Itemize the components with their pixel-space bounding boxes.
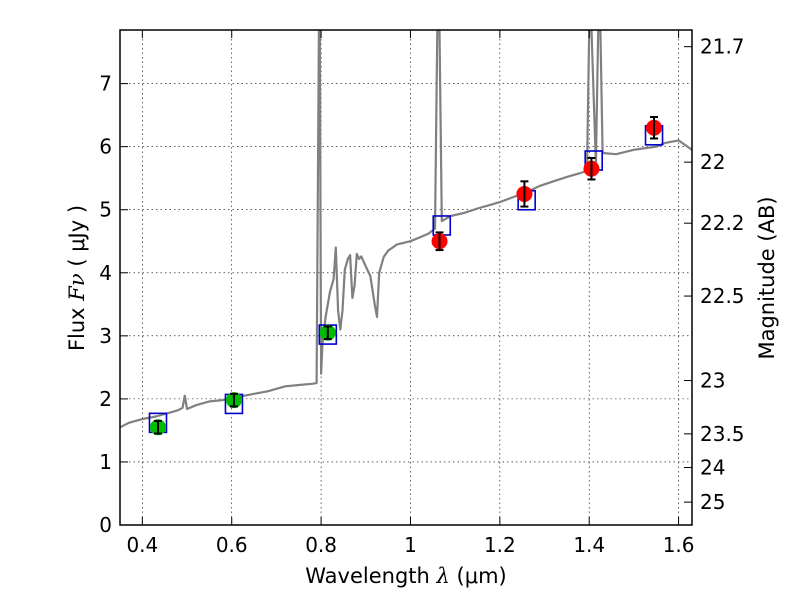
plot-frame <box>119 29 693 526</box>
right-tick-label: 23 <box>700 369 725 393</box>
right-tick-label: 23.5 <box>700 422 745 446</box>
right-tick-label: 21.7 <box>700 35 745 59</box>
right-axis-title: Magnitude (AB) <box>755 196 779 359</box>
y-tick-label: 0 <box>99 513 112 537</box>
y-tick-label: 1 <box>99 450 112 474</box>
axis-ticks: 0.4 0.6 0.8 1 1.2 1.4 1.60123456721.72222.222.… <box>99 30 745 557</box>
x-tick-label: 0.8 <box>305 533 337 557</box>
y-tick-label: 2 <box>99 387 112 411</box>
right-tick-label: 22.2 <box>700 211 745 235</box>
y-axis-title: Flux Fν ( μJy ) <box>65 205 89 351</box>
spectrum-line <box>120 30 692 429</box>
right-tick-label: 25 <box>700 490 725 514</box>
grid-lines <box>120 30 692 526</box>
right-tick-label: 22.5 <box>700 284 745 308</box>
right-tick-label: 24 <box>700 455 725 479</box>
x-axis-title: Wavelength λ (μm) <box>305 564 506 588</box>
x-tick-label: 1.6 <box>663 533 695 557</box>
x-tick-label: 1.4 <box>573 533 605 557</box>
x-tick-label: 1.2 <box>484 533 516 557</box>
y-tick-label: 7 <box>99 72 112 96</box>
right-tick-label: 22 <box>700 150 725 174</box>
y-tick-label: 4 <box>99 261 112 285</box>
x-tick-label: 1 <box>404 533 417 557</box>
x-tick-label: 0.6 <box>216 533 248 557</box>
y-tick-label: 5 <box>99 198 112 222</box>
y-tick-label: 3 <box>99 324 112 348</box>
x-tick-label: 0.4 <box>126 533 158 557</box>
y-tick-label: 6 <box>99 135 112 159</box>
plot-area <box>120 30 692 436</box>
